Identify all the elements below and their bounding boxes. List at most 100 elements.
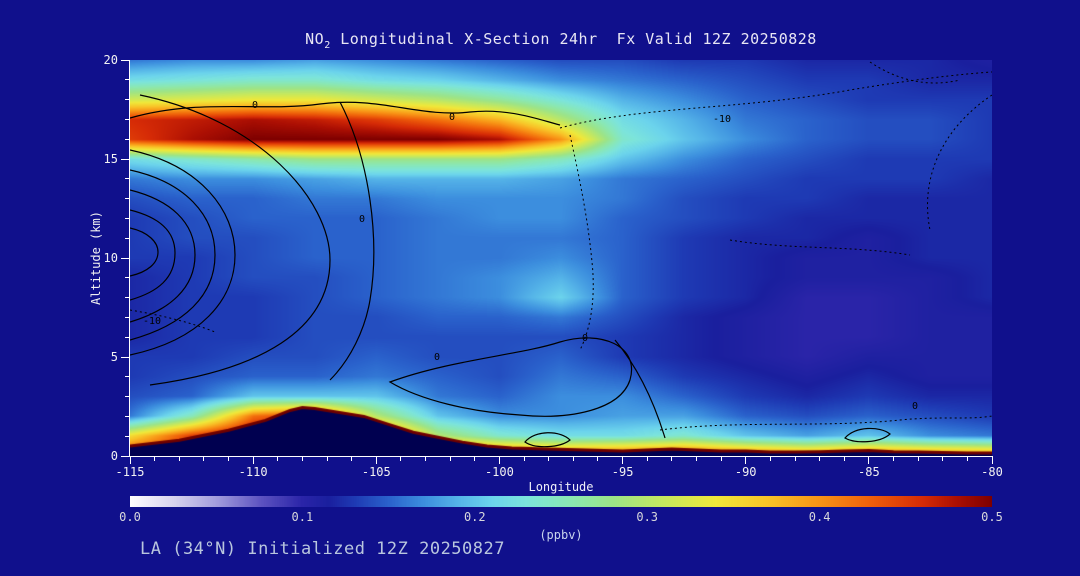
x-minor-tick	[572, 457, 574, 461]
x-tick-label: -80	[981, 465, 1003, 479]
x-minor-tick	[277, 457, 279, 461]
y-minor-tick	[125, 118, 129, 120]
contour-label: 0	[252, 100, 258, 111]
contour-label: 0	[582, 333, 588, 344]
contour-line-negative	[569, 134, 594, 351]
x-minor-tick	[966, 457, 968, 461]
x-tick-label: -85	[858, 465, 880, 479]
y-minor-tick	[125, 99, 129, 101]
y-minor-tick	[125, 415, 129, 417]
y-minor-tick	[125, 138, 129, 140]
colorbar-tick-label: 0.4	[808, 510, 831, 524]
contour-line	[844, 427, 891, 443]
x-major-tick	[622, 457, 624, 464]
x-tick-label: -100	[484, 465, 514, 479]
contour-label: 0	[434, 352, 440, 363]
y-axis-label: Altitude (km)	[89, 211, 103, 305]
y-minor-tick	[125, 435, 129, 437]
y-minor-tick	[125, 217, 129, 219]
colorbar-tick-label: 0.2	[463, 510, 486, 524]
x-minor-tick	[449, 457, 451, 461]
y-axis-line	[129, 60, 130, 457]
x-minor-tick	[769, 457, 771, 461]
x-minor-tick	[671, 457, 673, 461]
contour-line	[139, 94, 331, 386]
x-minor-tick	[523, 457, 525, 461]
title-rest: Longitudinal X-Section 24hr Fx Valid 12Z…	[330, 30, 817, 48]
x-minor-tick	[843, 457, 845, 461]
init-label: LA (34°N) Initialized 12Z 20250827	[140, 539, 505, 559]
x-tick-label: -115	[115, 465, 145, 479]
x-tick-label: -105	[361, 465, 391, 479]
contour-line	[614, 339, 666, 439]
y-major-tick	[121, 257, 129, 259]
colorbar-tick-label: 0.5	[981, 510, 1003, 524]
contour-line-negative	[559, 71, 992, 129]
x-minor-tick	[474, 457, 476, 461]
x-minor-tick	[351, 457, 353, 461]
y-major-tick	[121, 455, 129, 457]
y-minor-tick	[125, 316, 129, 318]
contour-label: 0	[359, 214, 365, 225]
x-minor-tick	[597, 457, 599, 461]
x-axis-label: Longitude	[528, 480, 594, 494]
contour-line-negative	[869, 61, 961, 84]
y-minor-tick	[125, 198, 129, 200]
y-tick-label: 5	[110, 350, 118, 364]
x-minor-tick	[425, 457, 426, 461]
y-minor-tick	[125, 178, 129, 180]
x-minor-tick	[203, 457, 205, 461]
x-major-tick	[252, 457, 254, 464]
y-major-tick	[121, 356, 129, 358]
x-minor-tick	[400, 457, 402, 461]
contour-line	[130, 209, 176, 301]
x-major-tick	[991, 457, 993, 464]
heatmap-canvas	[130, 60, 992, 456]
x-major-tick	[129, 457, 131, 464]
colorbar-tick-label: 0.1	[291, 510, 314, 524]
y-minor-tick	[125, 396, 129, 398]
y-major-tick	[121, 59, 129, 61]
y-minor-tick	[125, 336, 129, 338]
contour-label: 0	[449, 112, 455, 123]
x-minor-tick	[548, 457, 550, 461]
x-minor-tick	[228, 457, 229, 461]
y-tick-label: 10	[103, 251, 118, 265]
x-major-tick	[868, 457, 870, 464]
y-minor-tick	[125, 79, 129, 81]
contour-label-group: 0 0 -10 0 -10 0 0 0	[143, 100, 918, 412]
colorbar-canvas	[130, 496, 992, 507]
x-tick-label: -90	[734, 465, 757, 479]
colorbar-units-label: (ppbv)	[539, 528, 583, 542]
contour-line	[130, 169, 216, 341]
contour-line	[524, 432, 571, 448]
contour-label: -10	[713, 114, 731, 125]
y-tick-label: 15	[103, 152, 118, 166]
contour-line	[329, 101, 375, 381]
colorbar-tick-label: 0.0	[119, 510, 141, 524]
x-minor-tick	[794, 457, 796, 461]
contour-label: 0	[912, 401, 918, 412]
x-major-tick	[745, 457, 747, 464]
x-minor-tick	[326, 457, 328, 461]
y-tick-label: 0	[110, 449, 118, 463]
y-minor-tick	[125, 237, 129, 239]
y-minor-tick	[125, 277, 129, 279]
x-axis-line	[129, 456, 993, 457]
x-minor-tick	[942, 457, 944, 461]
x-major-tick	[498, 457, 500, 464]
y-tick-label: 20	[103, 53, 118, 67]
x-minor-tick	[696, 457, 697, 461]
x-minor-tick	[893, 457, 894, 461]
x-tick-label: -110	[238, 465, 268, 479]
y-major-tick	[121, 158, 129, 160]
contour-label: -10	[143, 316, 161, 327]
x-minor-tick	[178, 457, 180, 461]
contour-overlay: 0 0 -10 0 -10 0 0 0	[130, 61, 992, 448]
plot-title: NO2 Longitudinal X-Section 24hr Fx Valid…	[130, 30, 992, 51]
x-minor-tick	[646, 457, 648, 461]
contour-line-negative	[130, 309, 216, 333]
y-minor-tick	[125, 376, 129, 378]
title-species-subscript: 2	[324, 40, 331, 51]
